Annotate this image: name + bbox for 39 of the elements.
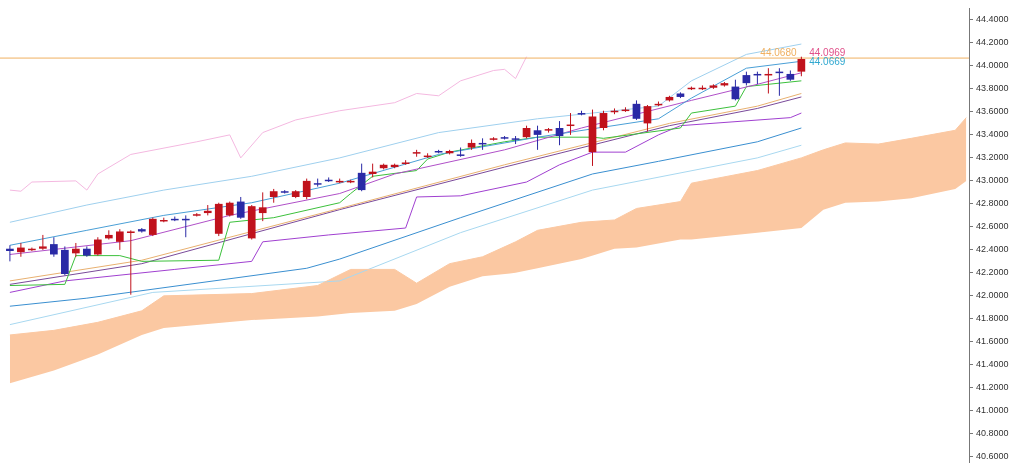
candlestick — [797, 56, 806, 77]
candlestick — [236, 196, 245, 220]
candlestick — [302, 178, 311, 200]
candlestick — [39, 234, 47, 251]
y-tick-label: 41.0000 — [976, 405, 1009, 416]
candlestick — [632, 99, 641, 121]
y-tick-label: 41.6000 — [976, 336, 1009, 347]
candlestick — [17, 242, 25, 258]
y-tick-label: 42.2000 — [976, 267, 1009, 278]
y-tick-label: 44.4000 — [976, 14, 1009, 25]
candlestick — [126, 229, 135, 296]
y-tick-label: 42.0000 — [976, 290, 1009, 301]
candlestick — [555, 120, 564, 146]
y-tick-label: 43.2000 — [976, 152, 1009, 163]
y-tick-label: 41.2000 — [976, 382, 1009, 393]
y-tick-label: 41.8000 — [976, 313, 1009, 324]
y-tick-label: 41.4000 — [976, 359, 1009, 370]
y-tick-label: 42.8000 — [976, 198, 1009, 209]
candlestick — [50, 236, 58, 258]
candlestick — [258, 191, 267, 222]
candlestick — [93, 236, 102, 257]
candlestick — [115, 228, 124, 251]
y-tick-label: 40.6000 — [976, 451, 1009, 462]
candlestick — [599, 110, 608, 131]
ref-line-label: 44.0680 — [760, 46, 797, 58]
y-tick-label: 43.4000 — [976, 129, 1009, 140]
y-tick-label: 42.4000 — [976, 244, 1009, 255]
annotation: 44.0969 — [809, 46, 846, 58]
y-tick-label: 44.0000 — [976, 60, 1009, 71]
y-tick-label: 42.6000 — [976, 221, 1009, 232]
y-tick-label: 40.8000 — [976, 428, 1009, 439]
y-tick-label: 44.2000 — [976, 37, 1009, 48]
candlestick — [148, 217, 157, 237]
y-tick-label: 43.0000 — [976, 175, 1009, 186]
y-tick-label: 43.6000 — [976, 106, 1009, 117]
annotation: 44.0669 — [809, 55, 846, 67]
candlestick — [357, 163, 366, 192]
y-tick-label: 43.8000 — [976, 83, 1009, 94]
candlestick — [533, 125, 542, 151]
